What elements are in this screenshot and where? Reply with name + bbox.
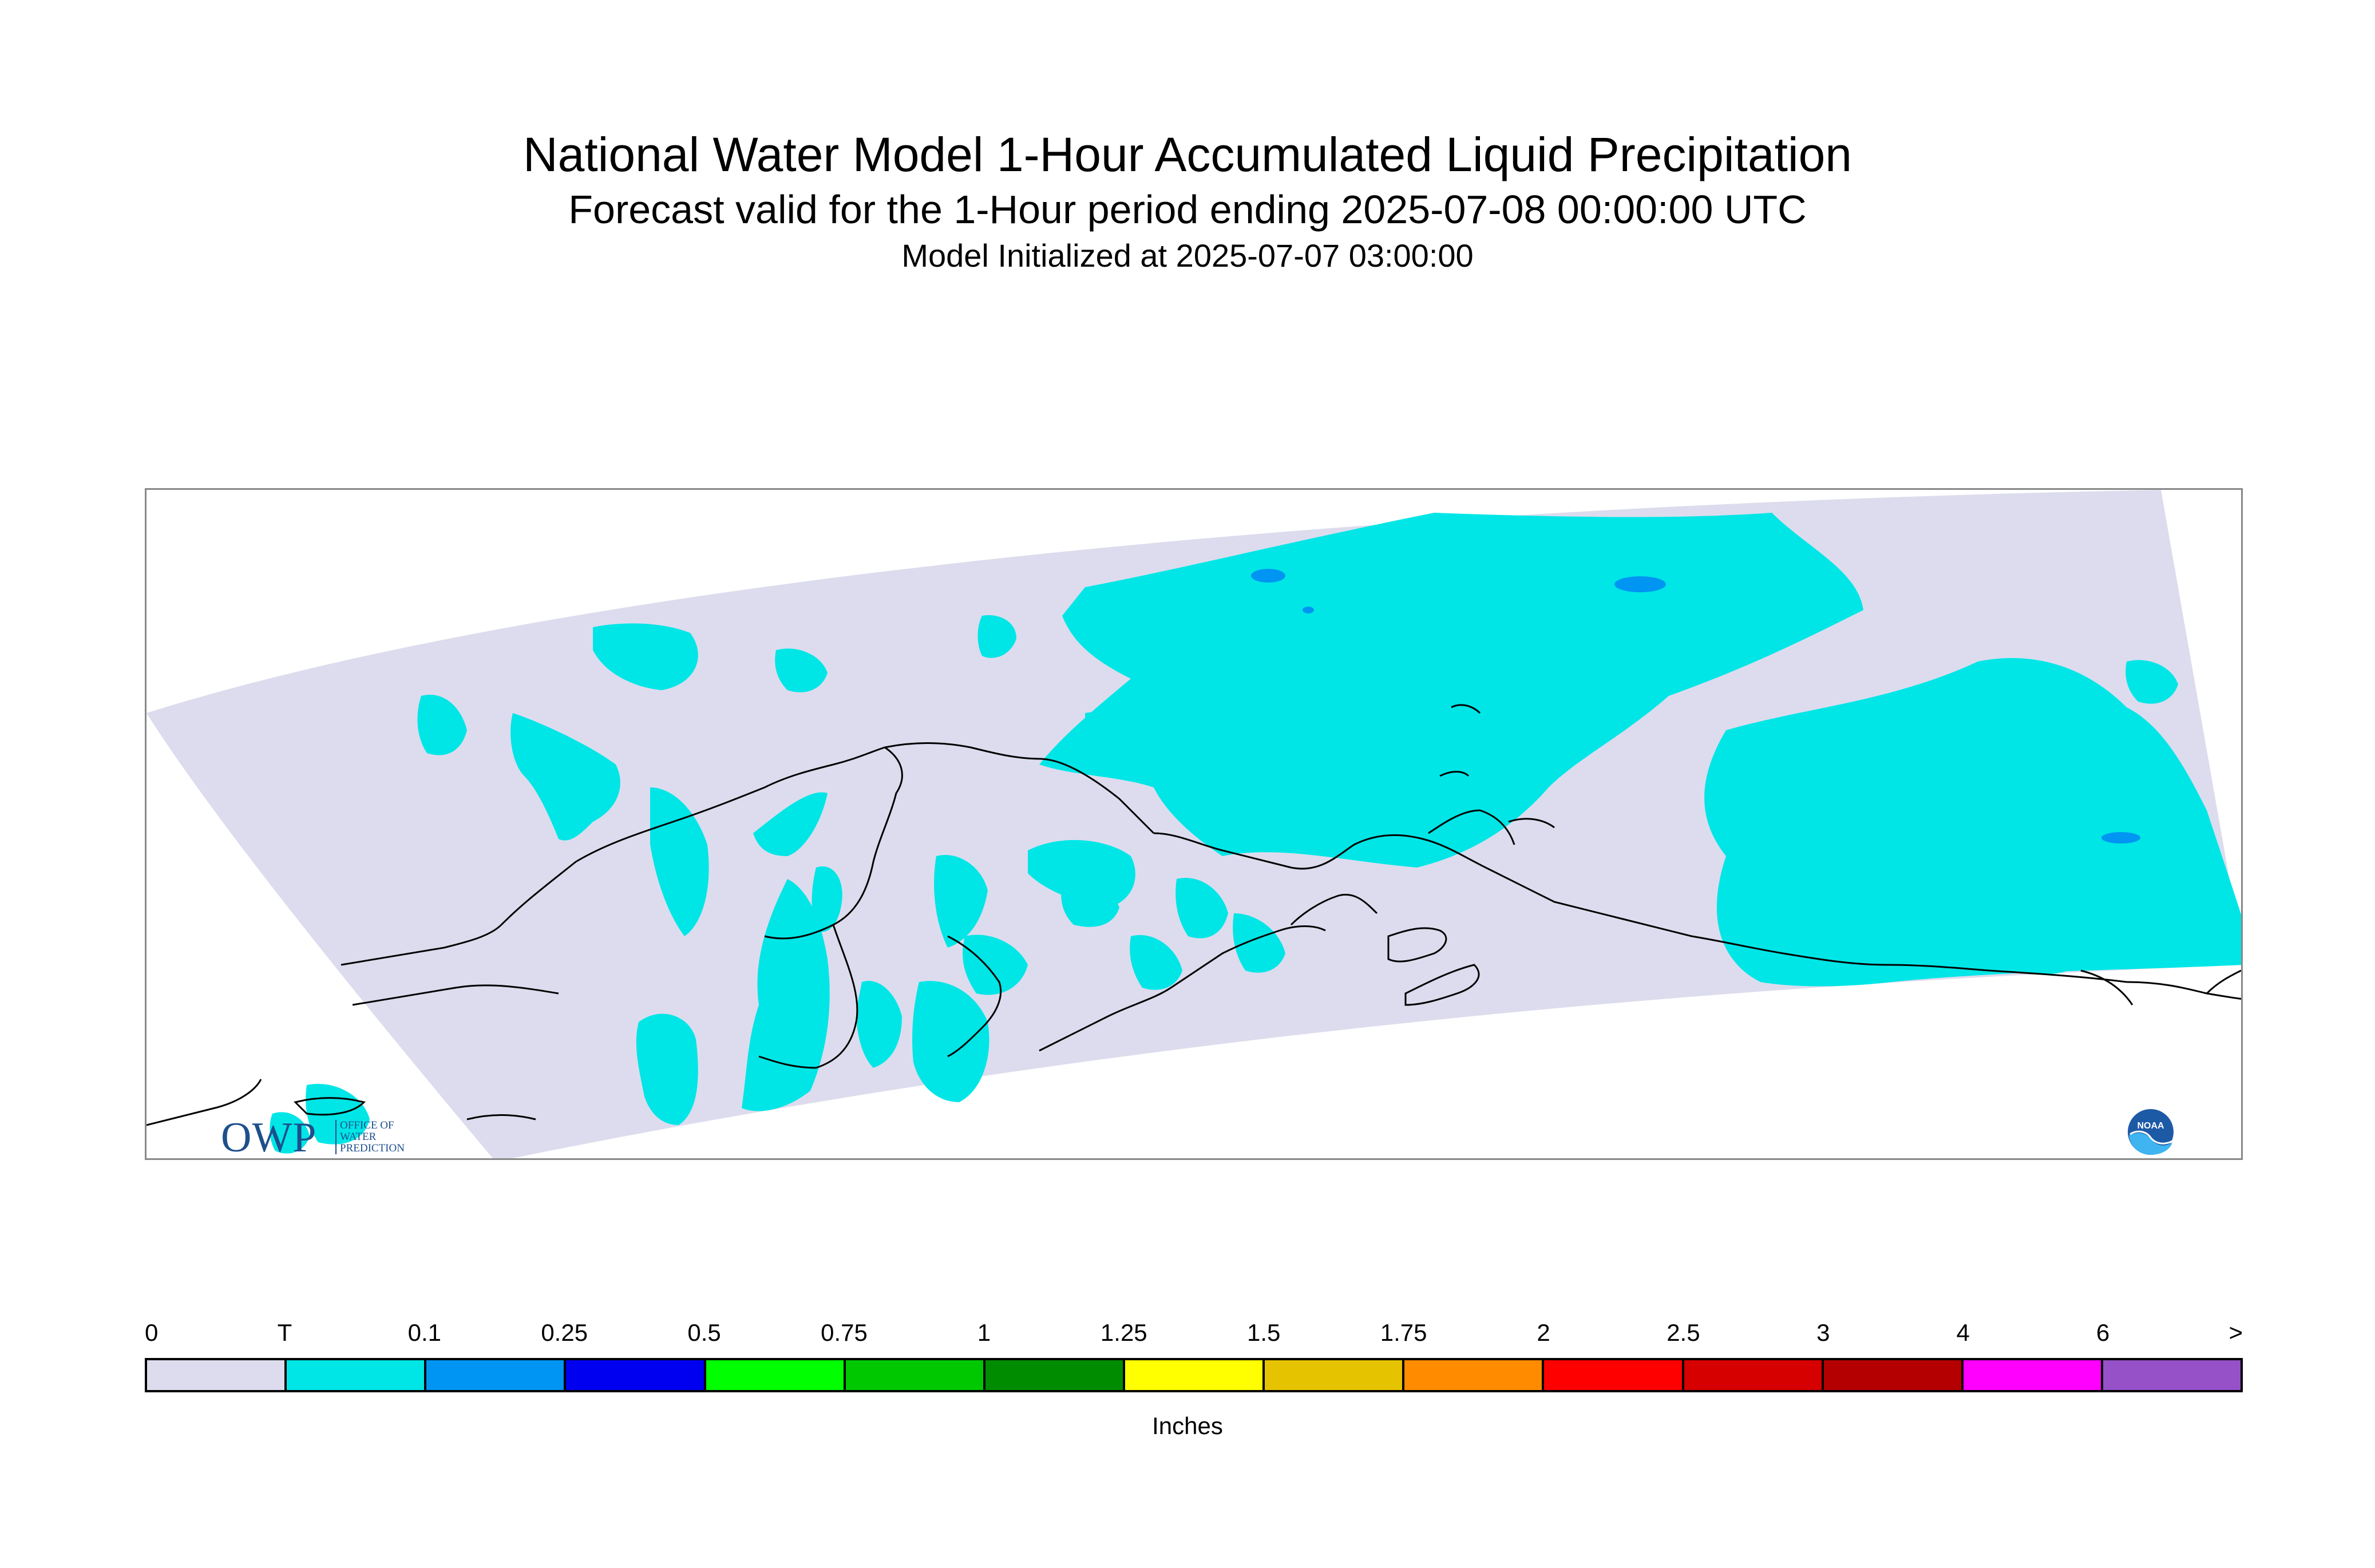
legend-tick-label: 0.75 — [821, 1319, 868, 1346]
legend-swatch — [1125, 1360, 1265, 1390]
owp-line-3: PREDICTION — [340, 1142, 405, 1154]
legend-tick-label: 1 — [977, 1319, 991, 1346]
legend-swatch — [706, 1360, 846, 1390]
legend-tick-label: 0.1 — [407, 1319, 441, 1346]
legend-swatch — [1404, 1360, 1545, 1390]
owp-abbrev: OWP — [221, 1114, 317, 1160]
owp-logo: OWP OFFICE OF WATER PREDICTION — [221, 1114, 427, 1160]
legend-tick-label: 1.25 — [1100, 1319, 1147, 1346]
legend-tick-labels: 0 T 0.1 0.25 0.5 0.75 1 1.25 1.5 1.75 2 2.5 3 4 6 > — [145, 1319, 2243, 1353]
legend-tick-label: > — [2228, 1319, 2243, 1346]
noaa-logo-text: NOAA — [2137, 1121, 2164, 1131]
legend-tick-label: 2.5 — [1667, 1319, 1700, 1346]
legend-tick-label: T — [277, 1319, 292, 1346]
owp-fullname: OFFICE OF WATER PREDICTION — [335, 1120, 405, 1154]
legend-swatch — [426, 1360, 567, 1390]
owp-line-1: OFFICE OF — [340, 1119, 394, 1131]
noaa-logo-graphic: NOAA — [2128, 1109, 2174, 1155]
legend-tick-label: 4 — [1956, 1319, 1970, 1346]
legend-tick-label: 1.75 — [1380, 1319, 1427, 1346]
west-coastlines — [147, 704, 1481, 1126]
legend-swatch — [1684, 1360, 1824, 1390]
legend-tick-label: 6 — [2096, 1319, 2110, 1346]
precipitation-map: OWP OFFICE OF WATER PREDICTION NOAA — [145, 488, 2243, 1160]
legend-swatch — [147, 1360, 287, 1390]
map-canvas — [147, 490, 2241, 1158]
model-init-line: Model Initialized at 2025-07-07 03:00:00 — [901, 237, 1474, 274]
legend-swatch — [845, 1360, 985, 1390]
light-precip-spots — [1251, 569, 2140, 844]
legend-tick-label: 0.25 — [541, 1319, 588, 1346]
map-title: National Water Model 1-Hour Accumulated … — [522, 128, 1852, 181]
coastlines — [341, 742, 2241, 1069]
legend-swatch — [1265, 1360, 1405, 1390]
legend-swatch — [2103, 1360, 2241, 1390]
legend-swatch — [1544, 1360, 1684, 1390]
legend-swatch — [566, 1360, 706, 1390]
legend-units-label: Inches — [1152, 1412, 1223, 1439]
legend-color-bar — [145, 1358, 2243, 1392]
trace-precip-areas — [270, 513, 2241, 1154]
legend-tick-label: 0 — [145, 1319, 159, 1346]
legend-tick-label: 3 — [1816, 1319, 1830, 1346]
legend-swatch — [1963, 1360, 2103, 1390]
forecast-valid-subtitle: Forecast valid for the 1-Hour period end… — [568, 187, 1807, 232]
legend-tick-label: 2 — [1537, 1319, 1550, 1346]
legend-tick-label: 0.5 — [687, 1319, 721, 1346]
legend-swatch — [1823, 1360, 1964, 1390]
legend-swatch — [985, 1360, 1125, 1390]
legend-swatch — [287, 1360, 427, 1390]
legend-tick-label: 1.5 — [1246, 1319, 1281, 1346]
noaa-logo: NOAA — [2127, 1108, 2175, 1156]
owp-line-2: WATER — [340, 1131, 377, 1143]
